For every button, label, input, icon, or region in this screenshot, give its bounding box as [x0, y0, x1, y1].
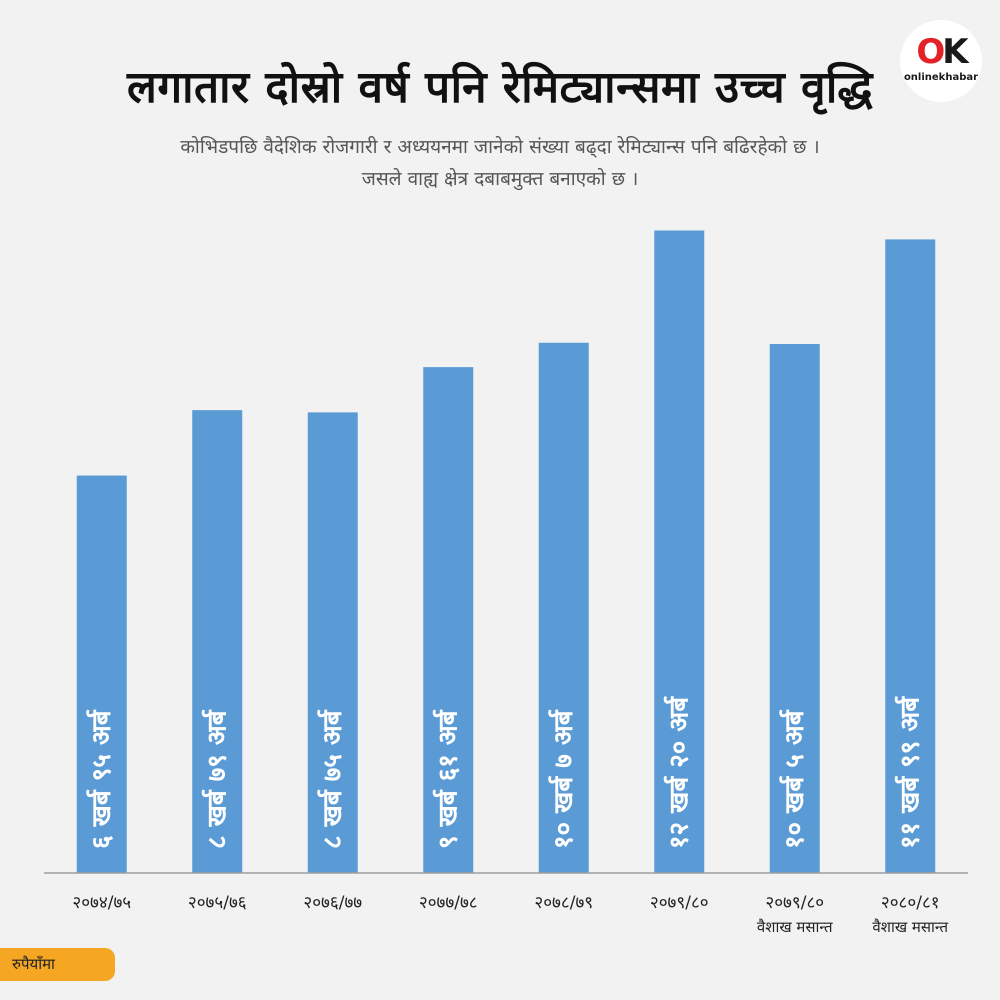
- bar-value-label-1: ६ खर्ब ९५ अर्ब: [86, 709, 117, 849]
- bar-value-label-7: १० खर्ब ५ अर्ब: [779, 709, 810, 849]
- logo-mark-k: K: [942, 32, 968, 72]
- bar-value-label-2: ८ खर्ब ७९ अर्ब: [201, 709, 232, 849]
- category-label-7: २०७९/८०: [765, 893, 824, 913]
- bar-7: [769, 343, 820, 873]
- category-label-3: २०७६/७७: [303, 893, 362, 913]
- bars-group: ६ खर्ब ९५ अर्ब ८ खर्ब ७९ अर्ब ८ खर्ब ७५ अर…: [76, 230, 936, 874]
- bar-4: [423, 367, 474, 873]
- bar-8: [885, 239, 936, 873]
- category-label-5: २०७८/७९: [534, 893, 593, 913]
- bar-value-label-3: ८ खर्ब ७५ अर्ब: [317, 709, 348, 849]
- chart-title: लगातार दोस्रो वर्ष पनि रेमिट्यान्समा उच्…: [127, 62, 873, 113]
- category-sublabel-8: वैशाख मसान्त: [872, 918, 948, 936]
- chart-subtitle-line-2: जसले वाह्य क्षेत्र दबाबमुक्त बनाएको छ ।: [361, 168, 639, 190]
- bar-value-label-5: १० खर्ब ७ अर्ब: [548, 709, 579, 849]
- bar-2: [192, 410, 243, 873]
- category-label-8: २०८०/८१: [881, 893, 940, 913]
- chart-subtitle-line-1: कोभिडपछि वैदेशिक रोजगारी र अध्ययनमा जाने…: [180, 136, 820, 158]
- bar-value-label-4: ९ खर्ब ६१ अर्ब: [432, 709, 463, 849]
- category-sublabel-7: वैशाख मसान्त: [757, 918, 833, 936]
- onlinekhabar-logo: OK onlinekhabar: [900, 20, 982, 102]
- category-label-1: २०७४/७५: [72, 893, 131, 913]
- logo-mark: OK: [900, 32, 982, 72]
- logo-mark-o: O: [916, 32, 945, 72]
- category-label-2: २०७५/७६: [188, 893, 247, 913]
- category-label-4: २०७७/७८: [419, 893, 478, 913]
- logo-text: onlinekhabar: [903, 72, 979, 83]
- bar-1: [76, 475, 127, 873]
- bar-6: [654, 230, 705, 874]
- category-labels-group: २०७४/७५ २०७५/७६ २०७६/७७ २०७७/७८ २०७८/७९ २०७९/…: [72, 893, 948, 936]
- bar-value-label-8: ११ खर्ब ९९ अर्ब: [894, 696, 925, 849]
- bar-3: [307, 412, 358, 873]
- unit-badge: रुपैयाँमा: [0, 948, 115, 981]
- bar-value-label-6: १२ खर्ब २० अर्ब: [663, 696, 694, 849]
- bar-5: [538, 342, 589, 873]
- category-label-6: २०७९/८०: [650, 893, 709, 913]
